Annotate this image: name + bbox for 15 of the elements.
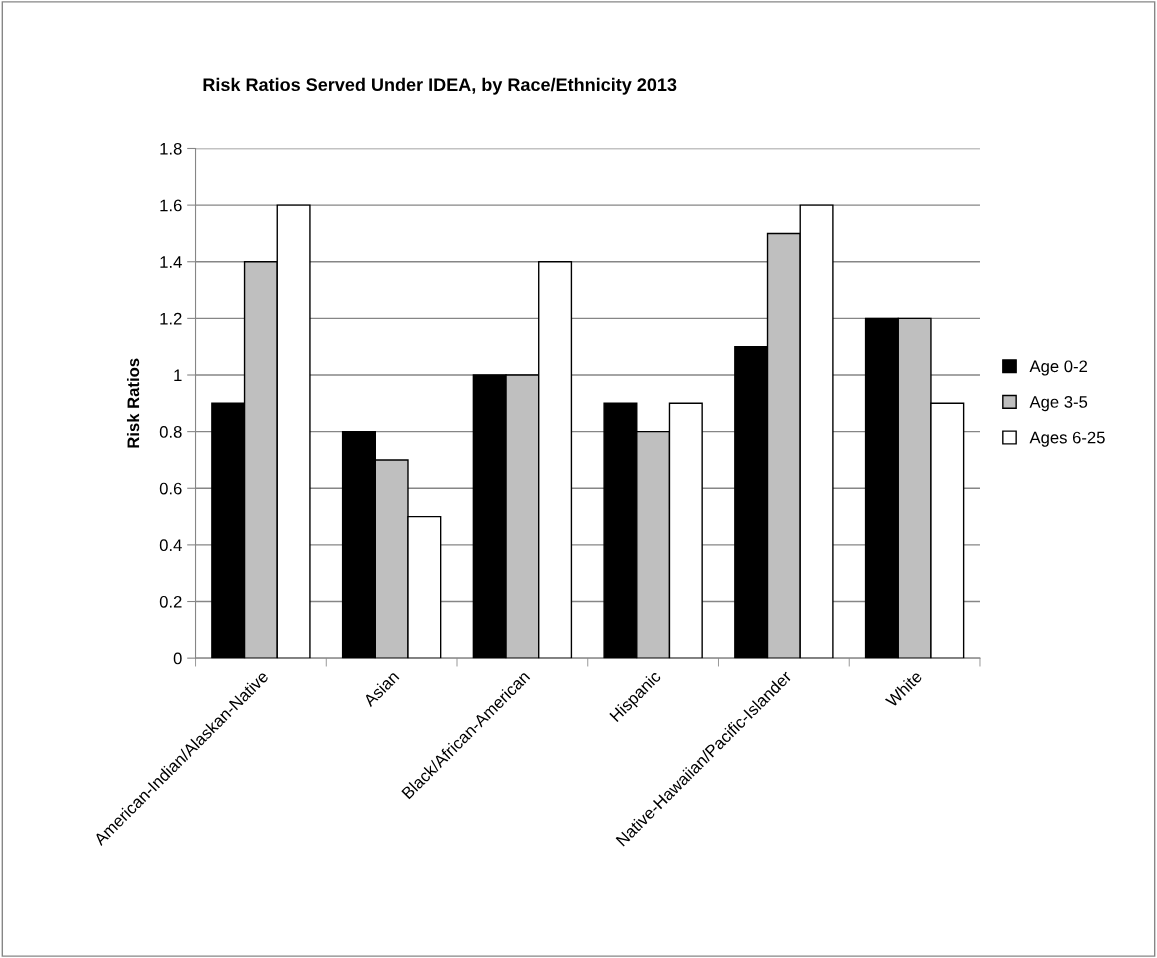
chart-title: Risk Ratios Served Under IDEA, by Race/Ethnicity 2013 [203, 77, 677, 95]
y-tick-label: 1.6 [160, 199, 182, 212]
legend-label: Age 0-2 [1029, 360, 1088, 376]
y-tick-label: 0 [173, 652, 182, 665]
y-tick-label: 1.8 [160, 142, 182, 155]
y-tick-label: 0.8 [159, 426, 182, 438]
y-tick-label: 1 [174, 369, 182, 382]
y-tick-label: 0.6 [159, 482, 182, 495]
y-tick-label: 1.4 [160, 256, 182, 268]
legend-label: Ages 6-25 [1029, 431, 1105, 447]
legend-label: Age 3-5 [1029, 396, 1088, 412]
y-axis-title: Risk Ratios [126, 358, 140, 448]
y-tick-label: 0.4 [159, 539, 182, 552]
y-tick-label: 0.2 [159, 595, 182, 608]
y-tick-label: 1.2 [160, 312, 182, 325]
